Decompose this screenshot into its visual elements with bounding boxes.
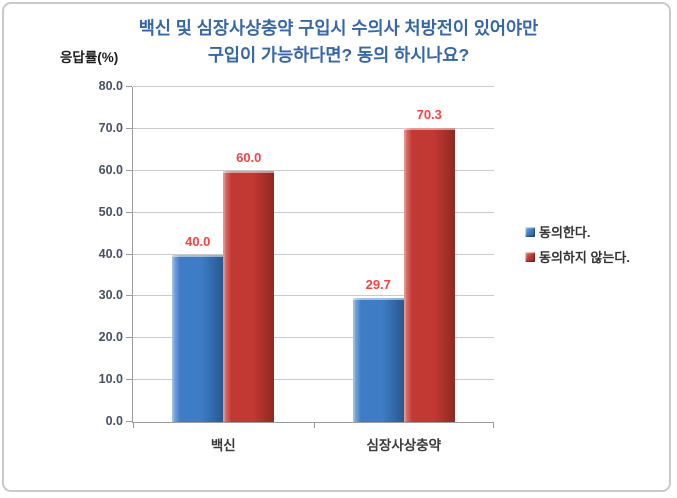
legend: 동의한다. 동의하지 않는다. <box>525 219 630 269</box>
y-axis-tick <box>126 379 132 381</box>
gridline <box>133 211 494 213</box>
gridline <box>133 295 494 297</box>
y-tick-label: 40.0 <box>98 246 123 261</box>
x-axis-line <box>132 422 494 423</box>
bar-disagree-1 <box>223 170 275 422</box>
y-tick-label: 30.0 <box>98 288 123 303</box>
chart-title-line-1: 백신 및 심장사상충약 구입시 수의사 처방전이 있어야만 <box>138 18 539 38</box>
legend-item-agree: 동의한다. <box>525 219 630 244</box>
x-axis-tick <box>493 423 494 428</box>
legend-item-disagree: 동의하지 않는다. <box>525 244 630 269</box>
y-axis-tick <box>126 211 132 213</box>
y-tick-label: 60.0 <box>98 162 123 177</box>
gridline <box>133 379 494 381</box>
x-axis-tick <box>313 423 315 428</box>
gridline <box>133 127 494 129</box>
category-label-2: 심장사상충약 <box>366 438 442 453</box>
category-label-1: 백신 <box>210 438 236 453</box>
bar-value-label: 60.0 <box>236 149 262 165</box>
y-axis-title: 응답률(%) <box>60 50 119 65</box>
bar-agree-2 <box>352 297 404 422</box>
gridline <box>133 337 494 339</box>
bar-value-label: 70.3 <box>416 106 442 122</box>
chart-title-line-2: 구입이 가능하다면? 동의 하시나요? <box>207 45 470 65</box>
y-tick-label: 80.0 <box>98 79 123 93</box>
y-tick-label: 10.0 <box>98 372 123 387</box>
y-axis-tick <box>126 295 132 297</box>
legend-marker-icon <box>525 226 535 237</box>
bar-agree-1 <box>172 254 224 422</box>
chart-frame <box>2 2 671 492</box>
chart-title: 백신 및 심장사상충약 구입시 수의사 처방전이 있어야만 구입이 가능하다면?… <box>0 15 677 69</box>
bar-disagree-2 <box>403 127 455 422</box>
gridline <box>133 169 494 171</box>
y-axis-tick <box>126 253 132 255</box>
legend-marker-icon <box>525 251 535 262</box>
legend-label: 동의한다. <box>539 225 591 240</box>
y-axis-tick <box>126 421 132 422</box>
y-tick-label: 20.0 <box>98 330 123 345</box>
bar-value-label: 40.0 <box>185 233 211 249</box>
legend-label: 동의하지 않는다. <box>539 250 630 265</box>
gridline <box>133 253 494 255</box>
y-tick-label: 0.0 <box>105 414 123 428</box>
y-axis-tick <box>126 127 132 129</box>
y-tick-label: 50.0 <box>98 204 123 219</box>
y-axis-tick <box>126 337 132 339</box>
x-axis-tick <box>133 423 134 428</box>
gridline <box>133 86 494 87</box>
y-axis-tick <box>126 86 132 87</box>
y-axis-line <box>132 87 133 422</box>
y-tick-label: 70.0 <box>98 120 123 135</box>
y-axis-tick <box>126 169 132 171</box>
plot-area: 0.0 10.0 20.0 30.0 40.0 50.0 60.0 70.0 80.0 40.0 6… <box>99 79 494 453</box>
bar-value-label: 29.7 <box>365 276 391 292</box>
